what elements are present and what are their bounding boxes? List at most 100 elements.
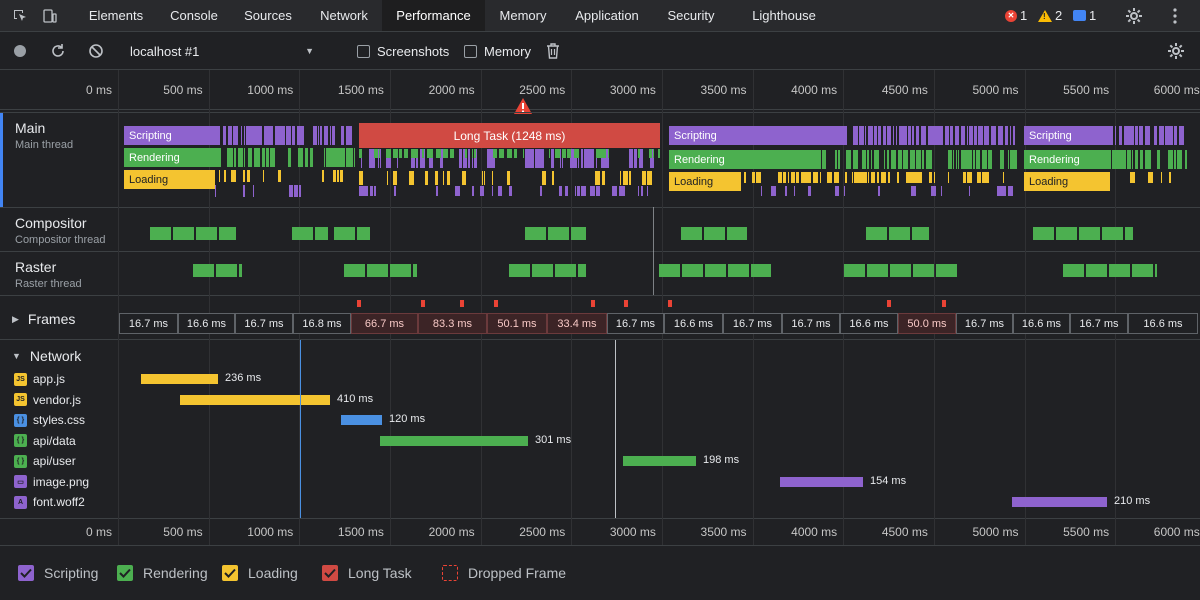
flame-slice[interactable] xyxy=(997,186,1001,196)
flame-slice[interactable] xyxy=(227,148,230,167)
flame-slice[interactable] xyxy=(885,126,886,145)
frame-cell[interactable]: 16.7 ms xyxy=(956,313,1013,334)
flame-slice[interactable] xyxy=(1013,150,1016,169)
flame-slice[interactable] xyxy=(577,186,580,196)
flame-slice[interactable] xyxy=(299,185,301,197)
flame-slice[interactable] xyxy=(254,148,258,167)
flame-slice[interactable] xyxy=(1163,126,1164,145)
tab-performance[interactable]: Performance xyxy=(382,0,485,31)
network-request-row[interactable]: { } api/data xyxy=(14,432,76,450)
flame-slice[interactable] xyxy=(393,149,398,158)
flame-slice[interactable] xyxy=(492,186,493,196)
flame-slice[interactable] xyxy=(744,172,746,183)
flame-slice[interactable] xyxy=(482,171,483,185)
rendering-label-1[interactable]: Rendering xyxy=(124,148,215,167)
flame-slice[interactable] xyxy=(978,126,983,145)
trash-icon[interactable] xyxy=(541,39,565,63)
thread-block[interactable] xyxy=(751,264,771,277)
loading-label-3[interactable]: Loading xyxy=(1024,172,1110,191)
flame-slice[interactable] xyxy=(881,172,886,183)
thread-block[interactable] xyxy=(571,227,586,240)
flame-slice[interactable] xyxy=(370,149,375,168)
flame-slice[interactable] xyxy=(253,185,254,197)
long-task-block[interactable]: Long Task (1248 ms) xyxy=(359,123,660,148)
flame-slice[interactable] xyxy=(1130,172,1135,183)
request-bar[interactable] xyxy=(380,435,528,446)
flame-slice[interactable] xyxy=(929,172,932,183)
flame-slice[interactable] xyxy=(887,150,889,169)
flame-slice[interactable] xyxy=(464,149,466,168)
flame-slice[interactable] xyxy=(877,172,879,183)
flame-slice[interactable] xyxy=(1174,150,1175,169)
flame-slice[interactable] xyxy=(243,185,245,197)
flame-slice[interactable] xyxy=(246,126,250,145)
flame-slice[interactable] xyxy=(926,150,928,169)
flame-slice[interactable] xyxy=(465,149,467,158)
flame-slice[interactable] xyxy=(474,149,477,168)
flame-slice[interactable] xyxy=(1000,150,1003,169)
flame-slice[interactable] xyxy=(428,149,433,158)
frame-cell[interactable]: 16.7 ms xyxy=(782,313,840,334)
flame-slice[interactable] xyxy=(379,149,380,158)
flame-slice[interactable] xyxy=(809,172,811,183)
flame-slice[interactable] xyxy=(218,126,220,145)
flame-slice[interactable] xyxy=(332,126,335,145)
flame-slice[interactable] xyxy=(1158,150,1160,169)
flame-slice[interactable] xyxy=(622,186,625,196)
flame-slice[interactable] xyxy=(1171,126,1173,145)
flame-slice[interactable] xyxy=(819,150,821,169)
flame-slice[interactable] xyxy=(898,150,902,169)
frame-cell[interactable]: 16.6 ms xyxy=(1013,313,1070,334)
flame-slice[interactable] xyxy=(239,148,243,167)
flame-slice[interactable] xyxy=(1168,150,1173,169)
thread-block[interactable] xyxy=(578,264,586,277)
loading-label-2[interactable]: Loading xyxy=(669,172,741,191)
network-request-row[interactable]: JS vendor.js xyxy=(14,391,81,409)
flame-slice[interactable] xyxy=(359,186,364,196)
flame-slice[interactable] xyxy=(967,150,968,169)
flame-slice[interactable] xyxy=(535,149,540,168)
flame-slice[interactable] xyxy=(914,172,918,183)
flame-slice[interactable] xyxy=(638,186,639,196)
thread-block[interactable] xyxy=(367,264,388,277)
flame-slice[interactable] xyxy=(258,126,262,145)
flame-slice[interactable] xyxy=(783,172,786,183)
flame-slice[interactable] xyxy=(938,126,943,145)
flame-slice[interactable] xyxy=(974,126,977,145)
flame-slice[interactable] xyxy=(891,150,892,169)
frame-cell[interactable]: 16.6 ms xyxy=(664,313,723,334)
flame-slice[interactable] xyxy=(1010,126,1011,145)
flame-slice[interactable] xyxy=(612,186,617,196)
flame-slice[interactable] xyxy=(292,126,295,145)
flame-slice[interactable] xyxy=(224,170,226,182)
flame-slice[interactable] xyxy=(606,149,609,168)
memory-checkbox[interactable]: Memory xyxy=(464,40,531,62)
flame-slice[interactable] xyxy=(338,148,343,167)
flame-slice[interactable] xyxy=(255,126,258,145)
flame-slice[interactable] xyxy=(581,149,583,168)
flame-slice[interactable] xyxy=(499,149,504,158)
flame-slice[interactable] xyxy=(1139,126,1142,145)
flame-slice[interactable] xyxy=(854,126,858,145)
flame-slice[interactable] xyxy=(1016,150,1017,169)
flame-slice[interactable] xyxy=(835,186,839,196)
flame-slice[interactable] xyxy=(480,186,484,196)
thread-block[interactable] xyxy=(315,227,328,240)
flame-slice[interactable] xyxy=(450,149,454,158)
thread-block[interactable] xyxy=(727,227,747,240)
flame-slice[interactable] xyxy=(440,149,443,168)
flame-slice[interactable] xyxy=(1008,186,1013,196)
flame-slice[interactable] xyxy=(1010,150,1013,169)
flame-slice[interactable] xyxy=(472,186,474,196)
frames-track-toggle[interactable]: ▶ Frames xyxy=(12,311,75,327)
flame-slice[interactable] xyxy=(595,171,600,185)
flame-slice[interactable] xyxy=(955,126,959,145)
flame-slice[interactable] xyxy=(969,186,970,196)
flame-slice[interactable] xyxy=(552,171,554,185)
flame-slice[interactable] xyxy=(961,150,965,169)
flame-slice[interactable] xyxy=(935,126,938,145)
flame-slice[interactable] xyxy=(341,126,344,145)
flame-slice[interactable] xyxy=(874,150,879,169)
flame-slice[interactable] xyxy=(796,172,797,183)
flame-slice[interactable] xyxy=(945,126,946,145)
